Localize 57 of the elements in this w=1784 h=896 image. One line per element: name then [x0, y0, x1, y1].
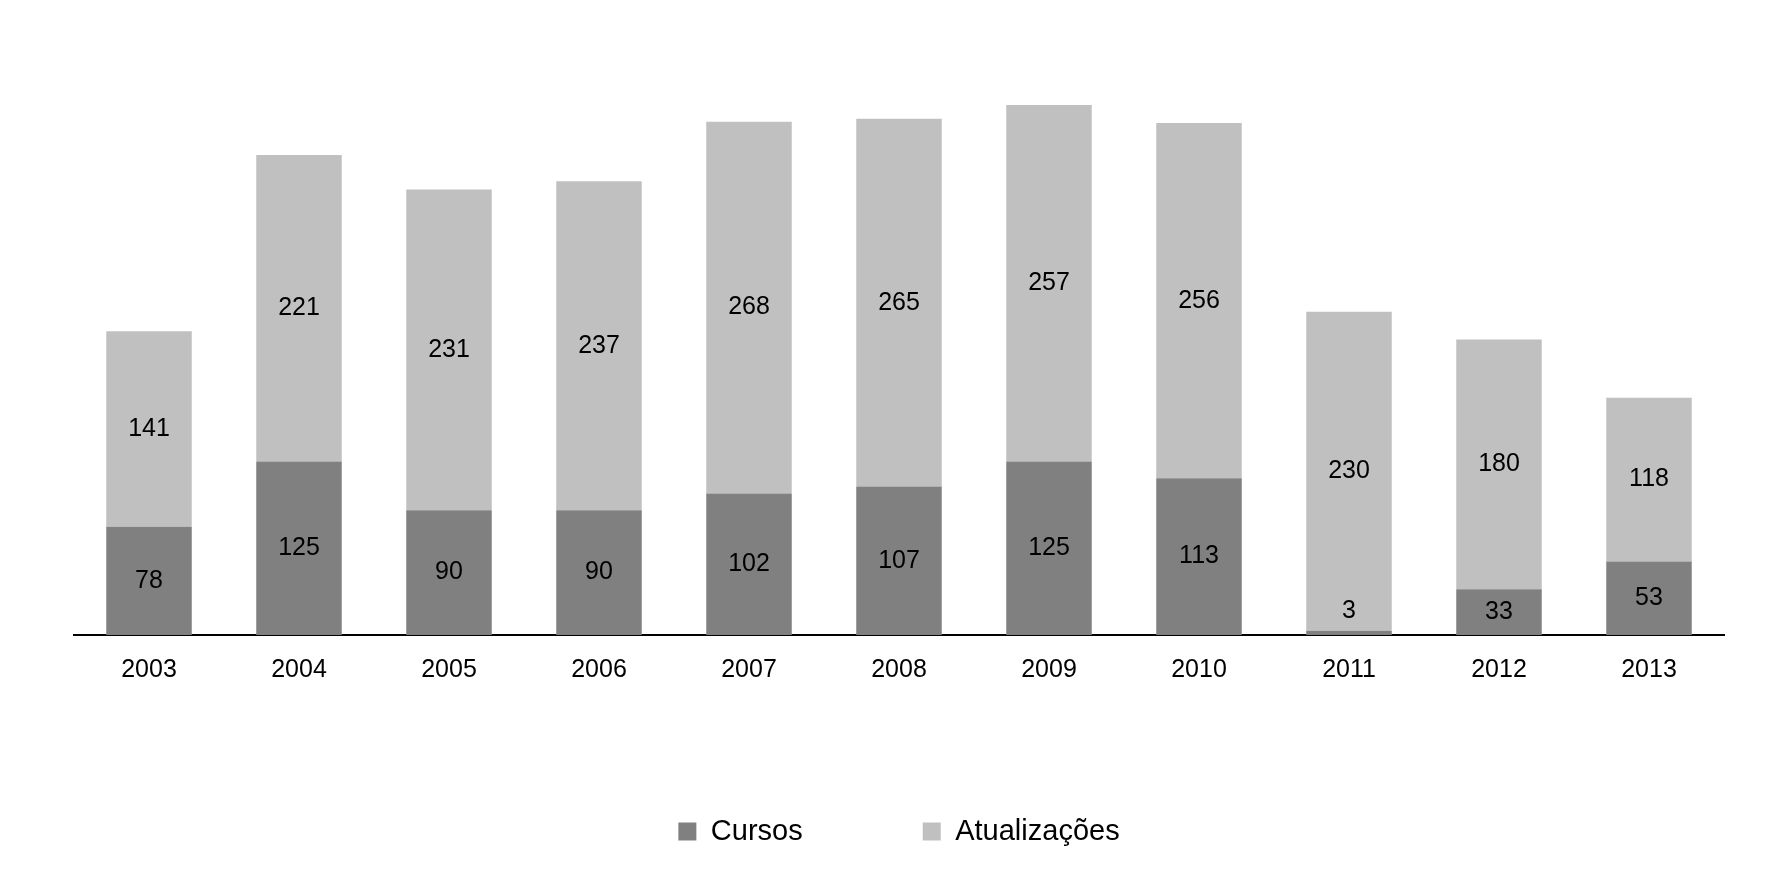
x-tick-label: 2008	[871, 653, 927, 682]
bar	[556, 510, 642, 635]
bar	[406, 510, 492, 635]
x-tick-label: 2005	[421, 653, 477, 682]
bar	[856, 118, 942, 487]
x-tick-label: 2013	[1621, 653, 1677, 682]
bar	[1456, 589, 1542, 635]
bar	[106, 331, 192, 527]
data-label: 237	[578, 329, 620, 358]
x-tick-label: 2006	[571, 653, 627, 682]
data-label: 102	[728, 548, 770, 577]
bar	[256, 154, 342, 462]
x-tick-label: 2012	[1471, 653, 1527, 682]
data-label: 53	[1635, 582, 1663, 611]
data-label: 118	[1629, 463, 1669, 492]
data-label: 256	[1178, 284, 1220, 313]
data-label: 231	[428, 333, 470, 362]
x-tick-label: 2007	[721, 653, 777, 682]
data-label: 125	[1028, 532, 1070, 561]
x-tick-label: 2011	[1322, 653, 1376, 682]
bar	[1306, 311, 1392, 631]
data-label: 3	[1342, 594, 1356, 623]
bar	[1006, 104, 1092, 462]
data-label: 33	[1485, 596, 1513, 624]
bar	[406, 189, 492, 511]
bar	[1606, 561, 1692, 635]
data-label: 268	[728, 291, 770, 320]
bar	[106, 526, 192, 635]
data-label: 90	[435, 556, 463, 585]
data-label: 113	[1179, 540, 1219, 569]
bar	[1156, 478, 1242, 635]
data-label: 221	[278, 292, 320, 321]
bar	[556, 181, 642, 511]
bar	[706, 121, 792, 494]
data-label: 230	[1328, 455, 1370, 484]
bar	[856, 486, 942, 635]
data-label: 180	[1478, 448, 1520, 477]
data-label: 141	[128, 412, 170, 441]
legend-label: Cursos	[710, 813, 803, 846]
bar	[1456, 339, 1542, 590]
bar	[1306, 630, 1392, 635]
bar	[1606, 397, 1692, 562]
data-label: 78	[135, 564, 163, 593]
x-tick-label: 2010	[1171, 653, 1227, 682]
data-label: 265	[878, 286, 920, 315]
data-label: 125	[278, 532, 320, 561]
data-label: 90	[585, 556, 613, 585]
bar	[1156, 123, 1242, 479]
x-tick-label: 2009	[1021, 653, 1077, 682]
data-label: 107	[878, 544, 920, 573]
bar	[1006, 461, 1092, 635]
bar	[256, 461, 342, 635]
data-label: 257	[1028, 267, 1070, 296]
x-tick-label: 2003	[121, 653, 177, 682]
x-tick-label: 2004	[271, 653, 327, 682]
bar	[706, 493, 792, 635]
legend-label: Atualizações	[955, 813, 1120, 846]
